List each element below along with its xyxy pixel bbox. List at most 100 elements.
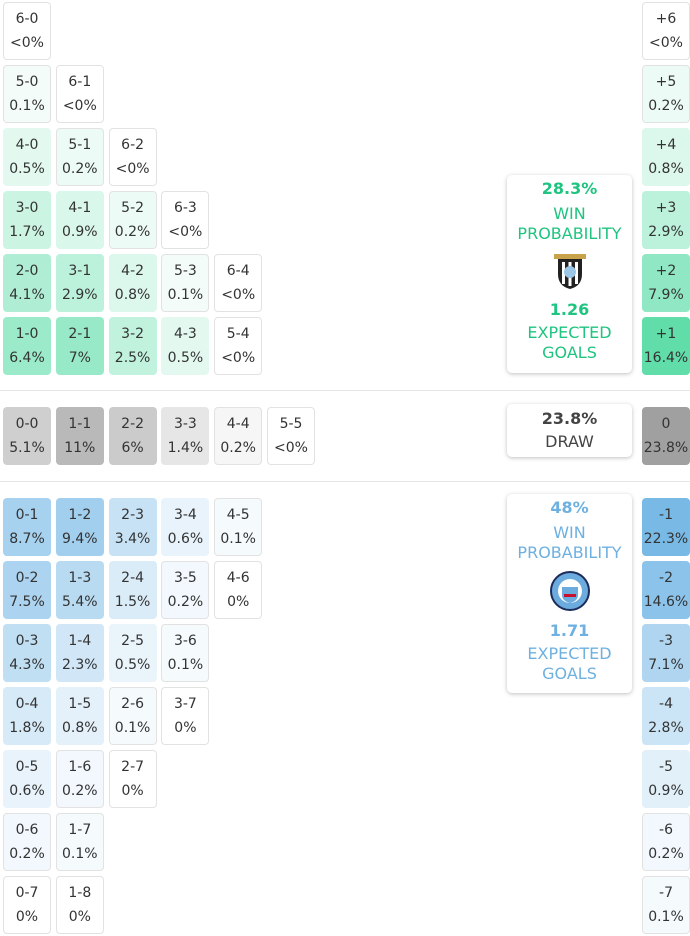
score: +5 [655,74,677,90]
probability: 11% [64,440,96,456]
xg-label: EXPECTED GOALS [527,644,612,683]
probability: 7.5% [9,594,45,610]
score: 0-0 [15,416,39,432]
probability: 0.1% [114,720,151,736]
probability: 2.5% [114,350,151,366]
probability: 2.8% [648,720,684,736]
score-cell: 5-0 0.1% [3,65,51,123]
score: 4-4 [226,416,250,432]
score: 2-1 [68,326,92,342]
score: 4-1 [68,200,92,216]
score: 4-2 [121,263,145,279]
probability: 0.5% [167,350,204,366]
score: 0 [661,416,671,432]
probability: 0.1% [220,531,256,547]
probability: 7% [68,350,91,366]
score: 5-1 [68,137,92,153]
score-cell: 2-2 6% [108,407,157,465]
score: -4 [659,696,673,712]
score-cell: -1 22.3% [642,498,690,556]
win-probability: 48% [550,498,589,517]
score-cell: -4 2.8% [642,687,690,745]
probability: 0.1% [648,909,684,925]
score: +1 [655,326,677,342]
probability: 1.7% [9,224,45,240]
probability: 0.1% [167,657,204,673]
score: 0-3 [15,633,39,649]
score-cell: +1 16.4% [642,317,690,375]
score: 2-6 [121,696,145,712]
probability: 0.8% [114,287,151,303]
score-cell: 4-6 0% [214,561,263,619]
score: 1-2 [68,507,92,523]
score: 2-4 [121,570,145,586]
score: 3-0 [15,200,39,216]
score: +3 [655,200,677,216]
probability: <0% [115,161,150,177]
probability: 0.2% [648,98,684,114]
probability: 5.4% [62,594,98,610]
score: 1-8 [68,885,92,901]
score: 2-2 [121,416,145,432]
score-cell: 6-4 <0% [214,254,263,312]
probability: <0% [221,287,256,303]
probability: 0.5% [9,161,45,177]
score: 6-0 [15,11,39,27]
score-cell: 0-0 5.1% [3,407,51,465]
score: 0-1 [15,507,39,523]
score: 1-1 [68,416,92,432]
probability: <0% [221,350,256,366]
score-cell: 4-1 0.9% [55,191,104,249]
score-cell: 3-2 2.5% [108,317,157,375]
score: 6-1 [68,74,92,90]
score: 3-6 [173,633,197,649]
score-cell: 3-3 1.4% [161,407,210,465]
probability: 2.9% [62,287,98,303]
score-cell: 1-5 0.8% [55,687,104,745]
probability: 2.3% [62,657,98,673]
score-cell: 6-3 <0% [161,191,210,249]
probability: <0% [649,35,683,51]
score: 3-7 [173,696,197,712]
score-cell: 0-6 0.2% [3,813,51,871]
probability: 0.1% [62,846,98,862]
score-cell: 4-3 0.5% [161,317,210,375]
probability: 0.8% [62,720,98,736]
probability: 0% [121,783,144,799]
score-cell: 6-2 <0% [108,128,157,186]
score: 1-5 [68,696,92,712]
score-cell: 1-4 2.3% [55,624,104,682]
expected-goals: 1.26 [549,300,590,319]
score-cell: 1-8 0% [55,876,104,934]
score-cell: 2-6 0.1% [108,687,157,745]
win-label: WIN PROBABILITY [517,204,622,243]
score-cell: 4-2 0.8% [108,254,157,312]
score: +6 [655,11,677,27]
team-logo [549,571,590,611]
score: -1 [659,507,673,523]
probability: 4.1% [9,287,45,303]
score-cell: 0-5 0.6% [3,750,51,808]
score: 2-7 [121,759,145,775]
probability: 6% [121,440,144,456]
score-cell: 0 23.8% [642,407,690,465]
score-cell: 1-1 11% [55,407,104,465]
score-cell: 2-5 0.5% [108,624,157,682]
score-cell: 2-1 7% [55,317,104,375]
probability: 5.1% [9,440,45,456]
score: +2 [655,263,677,279]
score-cell: 0-1 8.7% [3,498,51,556]
score: 5-2 [121,200,145,216]
score-cell: 4-4 0.2% [214,407,263,465]
probability: 0.2% [9,846,45,862]
score: 3-5 [173,570,197,586]
divider [0,481,690,482]
probability: 0% [15,909,39,925]
score: 6-3 [173,200,197,216]
score: 6-2 [121,137,145,153]
probability: 2.9% [648,224,684,240]
score: 3-2 [121,326,145,342]
score: 1-6 [68,759,92,775]
score: 5-3 [173,263,197,279]
score-cell: -5 0.9% [642,750,690,808]
